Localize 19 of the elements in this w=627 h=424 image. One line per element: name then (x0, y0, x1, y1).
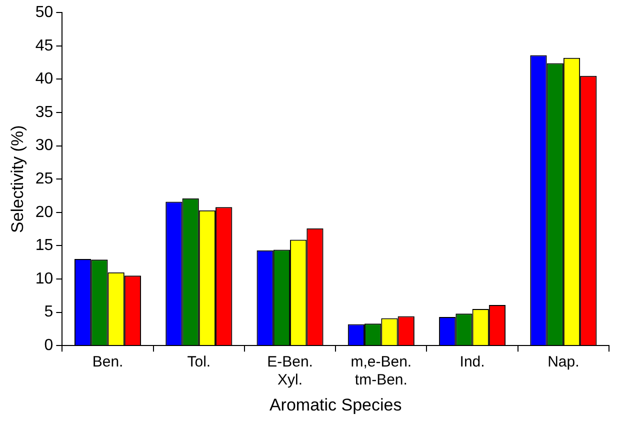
y-tick-label: 45 (35, 37, 54, 54)
x-tick-label: Ind. (460, 354, 485, 371)
x-axis-title: Aromatic Species (269, 395, 402, 414)
y-tick-label: 20 (35, 204, 54, 221)
x-tick-label: m,e-Ben. tm-Ben. (350, 354, 412, 389)
y-axis-title: Selectivity (%) (8, 125, 27, 233)
x-tick-label: E-Ben. Xyl. (267, 354, 313, 389)
y-tick-label: 25 (35, 170, 54, 188)
y-tick-label: 15 (35, 237, 54, 254)
y-tick-label: 0 (44, 337, 54, 354)
y-tick-label: 35 (35, 104, 54, 121)
y-tick-label: 10 (35, 270, 54, 288)
y-tick-label: 30 (35, 137, 54, 154)
x-tick-label: Ben. (92, 354, 124, 371)
y-tick-label: 5 (44, 304, 54, 321)
y-tick-label: 40 (35, 70, 54, 88)
x-tick-label: Tol. (187, 354, 211, 371)
y-tick-label: 50 (35, 4, 54, 22)
x-tick-label: Nap. (548, 354, 580, 371)
